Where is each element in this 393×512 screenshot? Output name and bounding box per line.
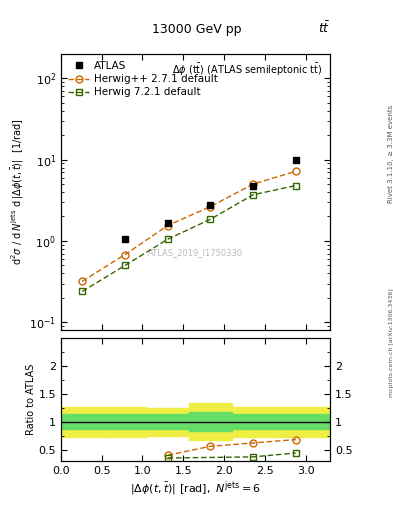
Text: ATLAS_2019_I1750330: ATLAS_2019_I1750330 bbox=[148, 248, 243, 258]
Text: 13000 GeV pp: 13000 GeV pp bbox=[152, 23, 241, 36]
Y-axis label: Ratio to ATLAS: Ratio to ATLAS bbox=[26, 364, 36, 435]
Text: mcplots.cern.ch [arXiv:1306.3436]: mcplots.cern.ch [arXiv:1306.3436] bbox=[389, 289, 393, 397]
X-axis label: $|\Delta\phi(t,\bar{t})|\ \mathrm{[rad]},\ N^{\mathrm{jets}} = 6$: $|\Delta\phi(t,\bar{t})|\ \mathrm{[rad]}… bbox=[130, 480, 261, 498]
Text: $t\bar{t}$: $t\bar{t}$ bbox=[318, 21, 330, 36]
Text: $\Delta\phi\ (\mathrm{t\bar{t}})\ (\mathrm{ATLAS\ semileptonic\ t\bar{t}})$: $\Delta\phi\ (\mathrm{t\bar{t}})\ (\math… bbox=[171, 62, 322, 78]
Legend: ATLAS, Herwig++ 2.7.1 default, Herwig 7.2.1 default: ATLAS, Herwig++ 2.7.1 default, Herwig 7.… bbox=[66, 59, 220, 99]
Text: Rivet 3.1.10, ≥ 3.3M events: Rivet 3.1.10, ≥ 3.3M events bbox=[388, 104, 393, 203]
Y-axis label: $\mathrm{d}^2\sigma\ /\ \mathrm{d}\,N^{\mathrm{jets}}\ \mathrm{d}\,|\Delta\phi(t: $\mathrm{d}^2\sigma\ /\ \mathrm{d}\,N^{\… bbox=[10, 119, 26, 265]
